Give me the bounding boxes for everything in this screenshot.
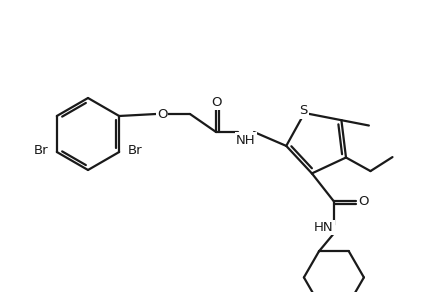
Text: NH: NH <box>236 133 256 147</box>
Text: S: S <box>299 105 308 117</box>
Text: O: O <box>157 107 167 121</box>
Text: HN: HN <box>314 221 334 234</box>
Text: Br: Br <box>33 143 48 157</box>
Text: O: O <box>359 195 369 208</box>
Text: O: O <box>212 95 222 109</box>
Text: Br: Br <box>128 143 143 157</box>
